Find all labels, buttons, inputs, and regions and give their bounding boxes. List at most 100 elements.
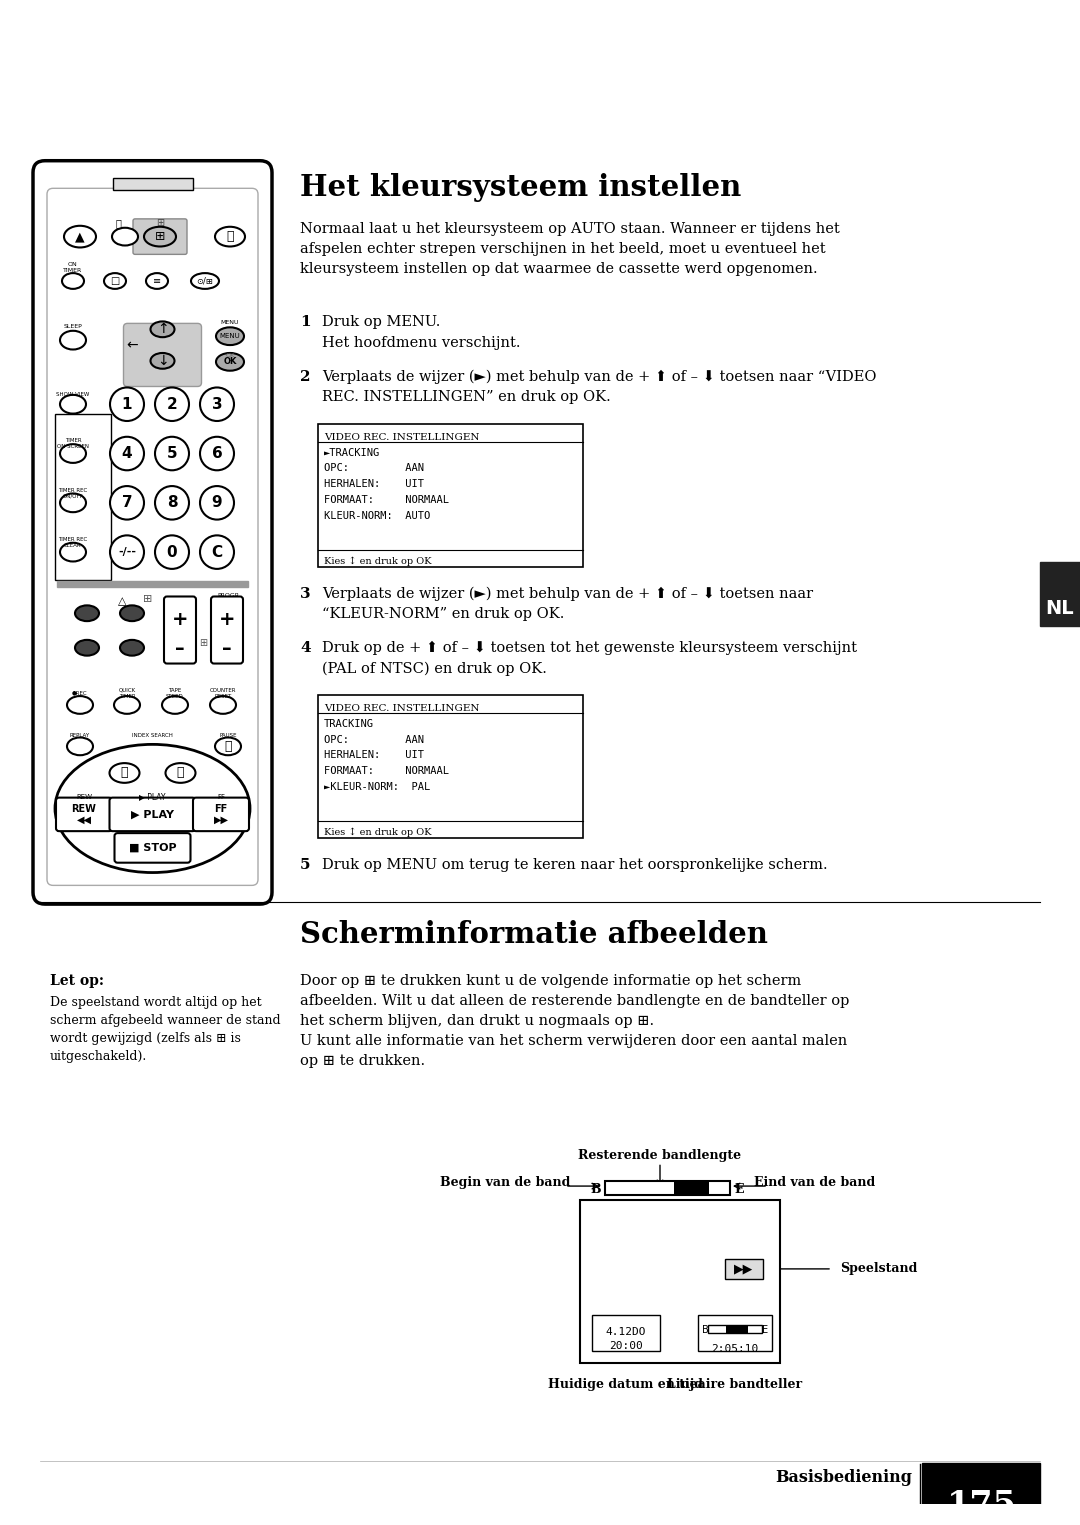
Bar: [318, 424, 583, 567]
Ellipse shape: [75, 605, 99, 621]
Text: TIMER REC
ON/OFF: TIMER REC ON/OFF: [58, 488, 87, 499]
Text: 5: 5: [300, 857, 311, 872]
Circle shape: [110, 436, 144, 470]
Text: Verplaats de wijzer (►) met behulp van de + ⬆ of – ⬇ toetsen naar
“KLEUR-NORM” e: Verplaats de wijzer (►) met behulp van d…: [322, 587, 813, 621]
Text: 2: 2: [300, 369, 311, 384]
Text: 20:00: 20:00: [609, 1340, 643, 1351]
Text: □: □: [110, 276, 120, 287]
Text: ⊞: ⊞: [143, 595, 152, 604]
Text: ⏸: ⏸: [225, 740, 232, 753]
Ellipse shape: [215, 738, 241, 755]
Text: Verplaats de wijzer (►) met behulp van de + ⬆ of – ⬇ toetsen naar “VIDEO
REC. IN: Verplaats de wijzer (►) met behulp van d…: [322, 369, 877, 404]
Text: ON
TIMER: ON TIMER: [64, 262, 83, 273]
Ellipse shape: [210, 695, 237, 714]
Ellipse shape: [215, 227, 245, 247]
Text: FORMAAT:     NORMAAL: FORMAAT: NORMAAL: [324, 766, 449, 776]
Bar: [112, 178, 192, 191]
Text: ↑: ↑: [157, 322, 168, 337]
Text: 4: 4: [300, 640, 311, 654]
Text: ⊞: ⊞: [154, 230, 165, 242]
Ellipse shape: [62, 273, 84, 288]
Text: OPC:         AAN: OPC: AAN: [324, 464, 424, 473]
Text: OK: OK: [226, 354, 234, 358]
FancyBboxPatch shape: [114, 833, 190, 863]
Bar: [922, 1462, 1040, 1510]
Text: ⊙/⊞: ⊙/⊞: [197, 276, 214, 285]
Circle shape: [200, 535, 234, 569]
Text: PROGR: PROGR: [217, 593, 239, 598]
Text: ●REC: ●REC: [72, 691, 87, 695]
FancyBboxPatch shape: [33, 160, 272, 904]
FancyBboxPatch shape: [48, 188, 258, 886]
Ellipse shape: [114, 695, 140, 714]
Text: 175: 175: [947, 1488, 1017, 1522]
Ellipse shape: [67, 695, 93, 714]
Ellipse shape: [104, 273, 126, 288]
Text: 🔇: 🔇: [116, 218, 121, 227]
Text: INDEX SEARCH: INDEX SEARCH: [132, 734, 173, 738]
Text: 1: 1: [300, 316, 311, 329]
Text: ►KLEUR-NORM:  PAL: ►KLEUR-NORM: PAL: [324, 782, 430, 791]
Ellipse shape: [120, 605, 144, 621]
Text: NL: NL: [1045, 599, 1075, 619]
Text: Druk op MENU om terug te keren naar het oorspronkelijke scherm.: Druk op MENU om terug te keren naar het …: [322, 857, 827, 872]
FancyBboxPatch shape: [164, 596, 195, 663]
FancyBboxPatch shape: [193, 798, 249, 831]
FancyBboxPatch shape: [56, 798, 112, 831]
Text: 3: 3: [300, 587, 311, 601]
Text: ▲: ▲: [76, 230, 85, 242]
Text: SHOW VIEW: SHOW VIEW: [56, 392, 90, 396]
Text: Basisbediening: Basisbediening: [775, 1469, 912, 1485]
Text: MENU: MENU: [219, 332, 241, 339]
Text: Let op:: Let op:: [50, 974, 104, 988]
Text: Begin van de band: Begin van de band: [440, 1176, 570, 1190]
Text: ▶ PLAY: ▶ PLAY: [139, 791, 165, 801]
Ellipse shape: [146, 273, 168, 288]
Text: REPLAY: REPLAY: [70, 734, 90, 738]
Text: 5: 5: [166, 445, 177, 461]
Text: QUICK
TIMER: QUICK TIMER: [119, 688, 136, 698]
Ellipse shape: [150, 352, 175, 369]
Text: 4.12DO: 4.12DO: [606, 1327, 646, 1337]
Text: B: B: [702, 1325, 708, 1334]
Ellipse shape: [64, 226, 96, 247]
Text: TIMER REC
CLEAR: TIMER REC CLEAR: [58, 537, 87, 547]
Circle shape: [156, 387, 189, 421]
FancyBboxPatch shape: [109, 798, 195, 831]
Text: Speelstand: Speelstand: [840, 1263, 917, 1275]
Text: Lineaire bandteller: Lineaire bandteller: [667, 1379, 802, 1391]
Bar: [55, 415, 111, 580]
Text: 2: 2: [166, 396, 177, 412]
Text: REW: REW: [76, 793, 92, 799]
Ellipse shape: [55, 744, 249, 872]
Text: ↓: ↓: [157, 354, 168, 368]
Text: ►TRACKING: ►TRACKING: [324, 448, 380, 458]
Circle shape: [110, 387, 144, 421]
Bar: [318, 695, 583, 839]
Ellipse shape: [109, 762, 139, 782]
Text: -/--: -/--: [118, 547, 136, 557]
Ellipse shape: [60, 444, 86, 464]
Text: 7: 7: [122, 496, 133, 511]
Text: SLEEP: SLEEP: [64, 323, 82, 329]
Text: ⏩: ⏩: [177, 767, 185, 779]
Bar: [592, 1315, 660, 1351]
Bar: [726, 1325, 748, 1333]
Text: MENU: MENU: [220, 320, 240, 325]
Ellipse shape: [150, 322, 175, 337]
Text: Door op ⊞ te drukken kunt u de volgende informatie op het scherm
afbeelden. Wilt: Door op ⊞ te drukken kunt u de volgende …: [300, 974, 849, 1069]
Text: 9: 9: [212, 496, 222, 511]
Text: ←: ←: [126, 339, 138, 352]
Text: Druk op MENU.
Het hoofdmenu verschijnt.: Druk op MENU. Het hoofdmenu verschijnt.: [322, 316, 521, 349]
Ellipse shape: [162, 695, 188, 714]
Bar: [674, 1182, 708, 1196]
Text: 6: 6: [212, 445, 222, 461]
Text: ⊞: ⊞: [156, 218, 164, 227]
Text: 0: 0: [166, 544, 177, 560]
Text: ■ STOP: ■ STOP: [129, 843, 176, 852]
Ellipse shape: [165, 762, 195, 782]
Ellipse shape: [144, 227, 176, 247]
Text: ⏻: ⏻: [226, 230, 233, 242]
Text: HERHALEN:    UIT: HERHALEN: UIT: [324, 750, 424, 761]
Bar: [725, 1260, 762, 1279]
